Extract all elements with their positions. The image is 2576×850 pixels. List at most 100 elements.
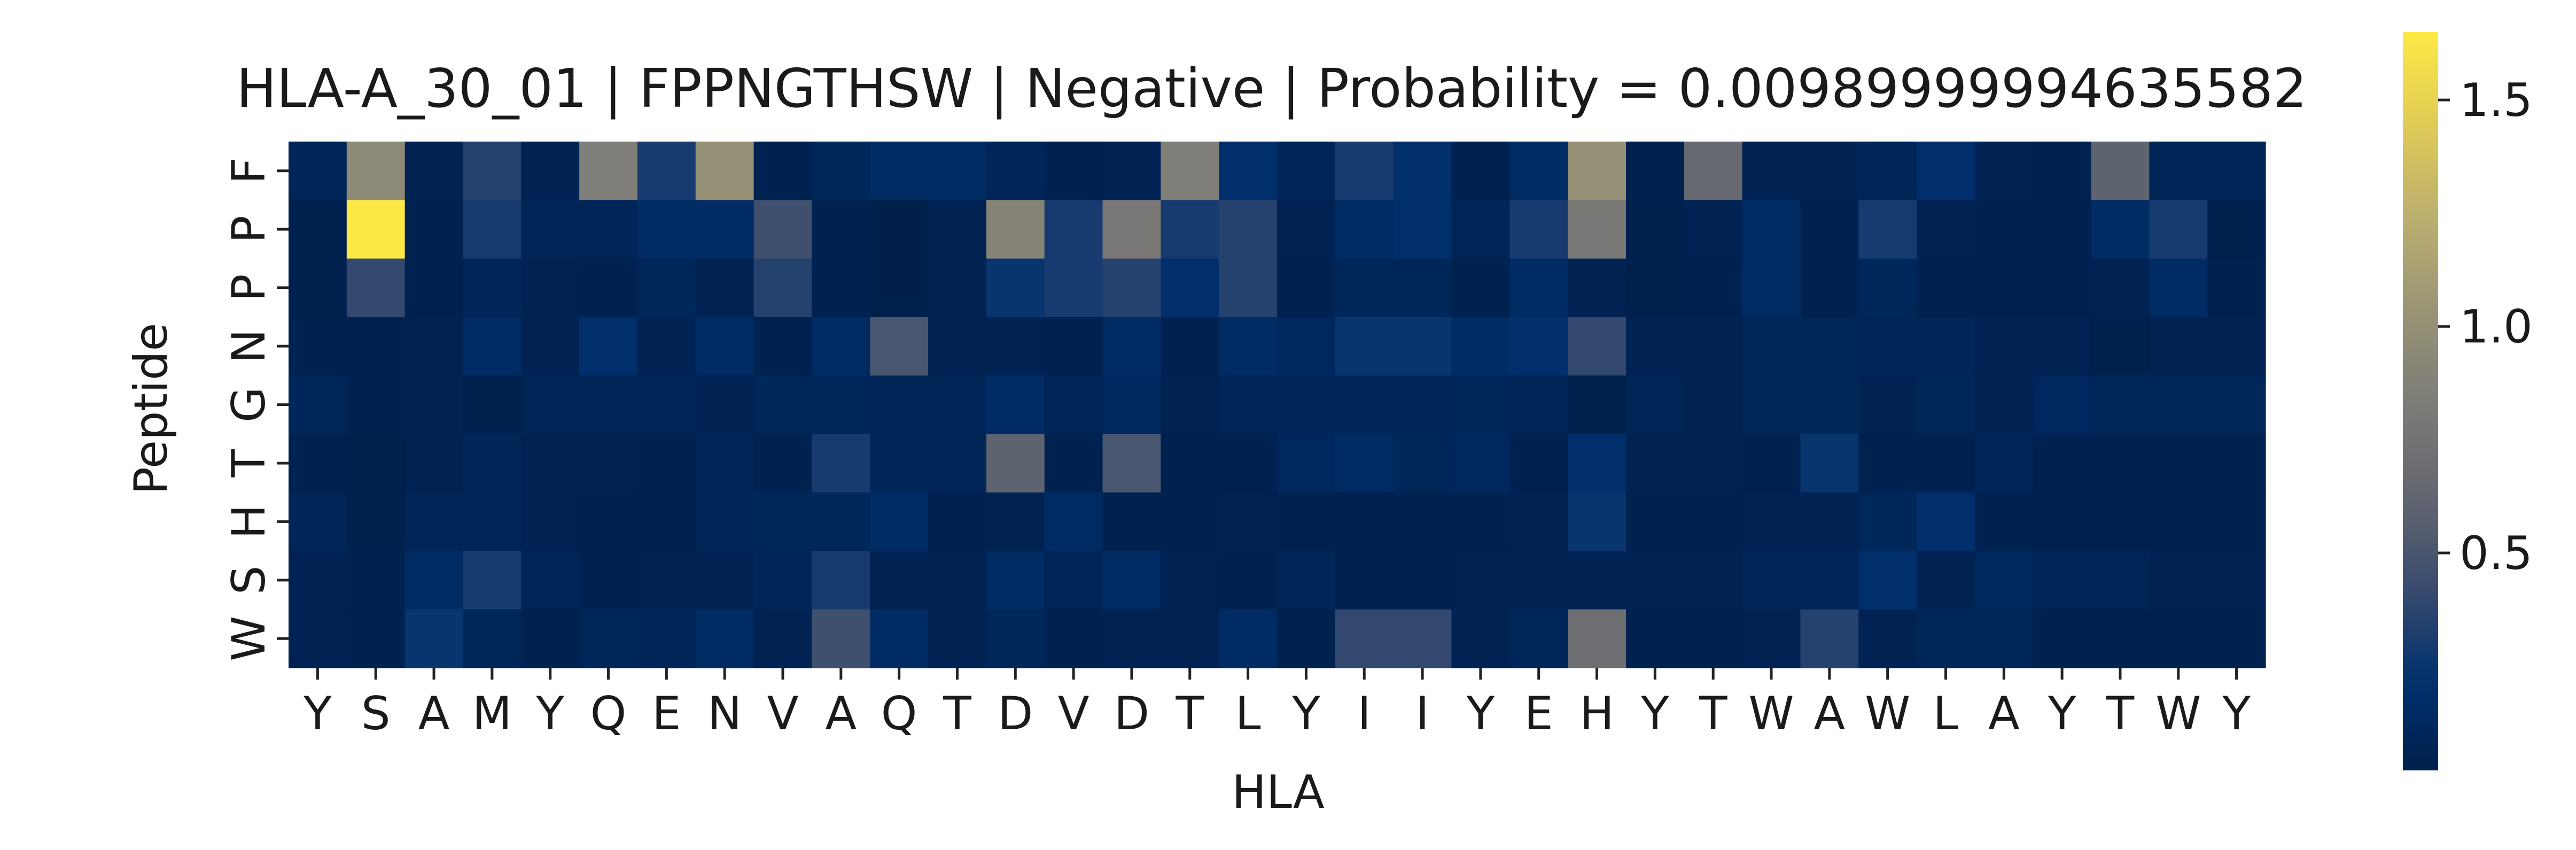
y-tick-label: T [222, 449, 276, 478]
heatmap-cell [1800, 609, 1859, 668]
heatmap-cell [2033, 434, 2092, 493]
heatmap-cell [1509, 492, 1568, 551]
x-tick-label: S [361, 687, 391, 740]
x-tick-label: D [1114, 687, 1149, 740]
x-tick-label: V [1058, 687, 1089, 740]
heatmap-cell [1335, 551, 1394, 610]
heatmap-cell [2149, 434, 2208, 493]
heatmap-cell [753, 609, 813, 668]
heatmap-cell [2091, 609, 2150, 668]
x-tick-label: M [472, 687, 512, 740]
heatmap-cell [986, 609, 1045, 668]
heatmap-cell [1800, 492, 1859, 551]
heatmap-cell [346, 492, 406, 551]
heatmap-cell [404, 375, 464, 434]
y-tick-label: P [222, 274, 276, 302]
heatmap-cell [812, 258, 870, 317]
heatmap-cell [289, 492, 347, 551]
heatmap-cell [579, 609, 638, 668]
x-tick-label: W [1748, 687, 1794, 740]
heatmap-cell [753, 142, 813, 201]
colorbar-tick-label: 1.5 [2460, 74, 2533, 127]
heatmap-cell [1509, 551, 1568, 610]
heatmap-cell [753, 434, 813, 493]
heatmap-cell [695, 551, 754, 610]
y-tick-label: S [222, 566, 276, 595]
heatmap-cell [986, 258, 1045, 317]
heatmap-cell [1917, 200, 1975, 259]
heatmap-cell [346, 142, 406, 201]
y-axis: FPPNGTHSW [222, 158, 289, 661]
heatmap-cell [1917, 375, 1975, 434]
heatmap-cell [1742, 609, 1801, 668]
heatmap-cell [695, 258, 754, 317]
heatmap-cell [1568, 551, 1626, 610]
heatmap-cell [463, 551, 522, 610]
heatmap-cell [928, 434, 987, 493]
heatmap-cell [1161, 434, 1219, 493]
heatmap-cell [1335, 375, 1394, 434]
heatmap-cell [986, 492, 1045, 551]
x-tick-label: W [1865, 687, 1910, 740]
heatmap-cell [1161, 609, 1219, 668]
heatmap-cell [1161, 551, 1219, 610]
colorbar-tick-label: 0.5 [2460, 527, 2533, 580]
x-tick-label: Y [1291, 687, 1320, 740]
heatmap-cell [695, 434, 754, 493]
heatmap-cell [2207, 492, 2266, 551]
heatmap-cell [1858, 317, 1917, 376]
x-tick-label: W [2155, 687, 2201, 740]
heatmap-cell [1800, 317, 1859, 376]
heatmap-cell [521, 551, 580, 610]
heatmap-cell [346, 434, 406, 493]
x-tick-label: D [998, 687, 1033, 740]
heatmap-cell [2033, 492, 2092, 551]
heatmap-cell [1509, 375, 1568, 434]
heatmap-cell [1800, 375, 1859, 434]
heatmap-cell [1044, 142, 1103, 201]
heatmap-cell [870, 375, 929, 434]
heatmap-cell [2091, 258, 2150, 317]
heatmap-cell [1044, 200, 1103, 259]
heatmap-cell [986, 142, 1045, 201]
heatmap-cell [521, 142, 580, 201]
x-tick-label: Q [881, 687, 917, 740]
heatmap-cell [1161, 142, 1219, 201]
heatmap-cell [2207, 142, 2266, 201]
x-tick-label: A [825, 687, 857, 740]
heatmap-cell [753, 317, 813, 376]
heatmap-cell [1742, 317, 1801, 376]
x-tick-label: Y [2222, 687, 2251, 740]
heatmap-cell [637, 492, 696, 551]
heatmap-cell [1102, 375, 1161, 434]
heatmap-cell [1393, 609, 1452, 668]
y-tick-label: H [222, 504, 276, 539]
heatmap-cell [637, 375, 696, 434]
x-tick-label: A [418, 687, 450, 740]
heatmap-cell [1335, 142, 1394, 201]
heatmap-cell [1742, 375, 1801, 434]
heatmap-cell [1451, 434, 1510, 493]
heatmap-cell [579, 434, 638, 493]
heatmap-cell [1800, 142, 1859, 201]
heatmap-cell [2091, 492, 2150, 551]
heatmap-cell [870, 200, 929, 259]
x-tick-label: T [2106, 687, 2135, 740]
heatmap-cell [579, 317, 638, 376]
heatmap-cell [1102, 609, 1161, 668]
heatmap-cell [870, 258, 929, 317]
heatmap-cell [579, 200, 638, 259]
heatmap-cell [1858, 609, 1917, 668]
heatmap-cell [579, 142, 638, 201]
heatmap-cell [521, 200, 580, 259]
heatmap-cell [2033, 375, 2092, 434]
heatmap-cell [1277, 434, 1336, 493]
heatmap-cell [346, 258, 406, 317]
heatmap-cell [579, 375, 638, 434]
heatmap-cell [289, 200, 347, 259]
heatmap-cell [1625, 492, 1685, 551]
heatmap-cell [2149, 317, 2208, 376]
heatmap-cell [1509, 258, 1568, 317]
heatmap-cell [637, 200, 696, 259]
